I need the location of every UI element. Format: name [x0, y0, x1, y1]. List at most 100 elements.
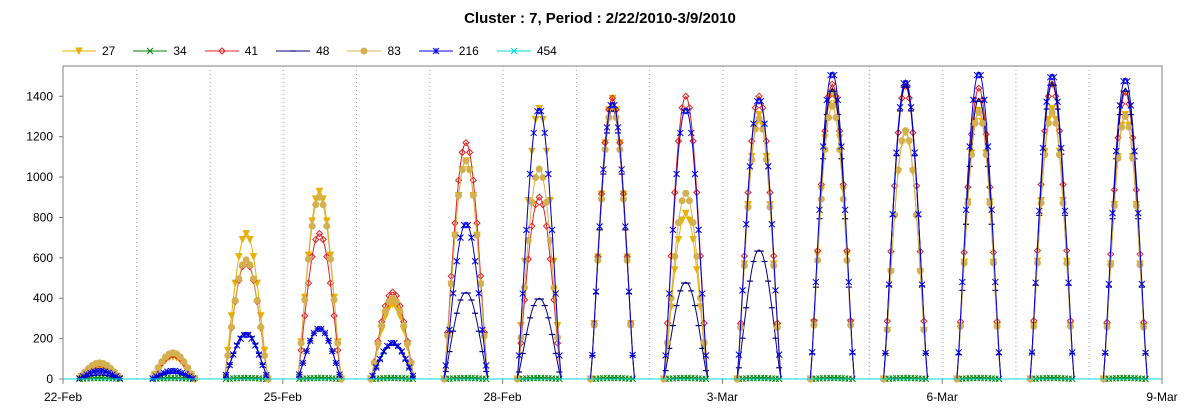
data-point [246, 261, 254, 269]
data-point [1048, 108, 1056, 116]
data-point [977, 71, 985, 79]
data-point [186, 373, 193, 380]
data-point [222, 371, 230, 379]
data-point [249, 275, 257, 283]
data-point [1142, 349, 1149, 357]
data-point [297, 339, 305, 347]
data-point [1109, 209, 1116, 217]
data-point [819, 143, 827, 150]
data-point [301, 296, 309, 304]
data-point [449, 289, 457, 297]
legend-item: 454 [496, 44, 557, 58]
data-point [1055, 151, 1063, 159]
data-point [1065, 279, 1072, 287]
y-tick-label: 200 [33, 332, 53, 346]
data-point [698, 290, 706, 297]
data-point [962, 206, 970, 214]
legend-label: 48 [316, 44, 330, 58]
y-tick-label: 800 [33, 210, 53, 224]
data-point [702, 352, 710, 359]
data-point [336, 371, 343, 378]
data-point [969, 96, 977, 104]
data-point [468, 234, 475, 241]
data-point [681, 209, 690, 218]
legend-swatch [347, 47, 382, 55]
data-point [689, 219, 697, 227]
data-point [315, 187, 324, 196]
data-point [528, 198, 536, 206]
data-point [905, 137, 913, 145]
data-point [766, 203, 774, 211]
data-point [312, 235, 320, 244]
data-point [775, 351, 783, 358]
data-point [700, 338, 708, 346]
data-point [1061, 207, 1069, 215]
data-point [380, 348, 387, 355]
data-point [834, 96, 842, 104]
data-point [453, 257, 461, 265]
series-line [63, 377, 1162, 380]
data-point [537, 107, 545, 115]
data-point [330, 312, 338, 320]
data-point [1063, 259, 1071, 267]
data-point [695, 226, 702, 234]
data-point [226, 361, 234, 369]
data-point [383, 342, 391, 350]
data-point [330, 296, 338, 304]
data-point [915, 210, 922, 218]
data-point [248, 335, 256, 342]
data-point [687, 129, 695, 137]
data-point [332, 359, 340, 367]
data-point [989, 259, 997, 267]
data-point [610, 101, 618, 109]
data-point [475, 289, 483, 297]
data-point [462, 157, 470, 165]
data-point [966, 143, 974, 150]
data-point [451, 219, 459, 227]
data-point [376, 355, 384, 363]
data-point [535, 193, 543, 201]
data-point [748, 156, 756, 164]
data-point [402, 355, 409, 363]
data-point [458, 148, 467, 157]
data-point [442, 362, 450, 369]
data-point [978, 119, 986, 127]
data-point [1107, 261, 1115, 269]
data-point [180, 358, 188, 366]
data-point [762, 156, 770, 164]
data-point [374, 340, 382, 348]
data-point [955, 348, 963, 356]
data-point [480, 332, 488, 340]
data-point [902, 127, 910, 135]
data-point [175, 368, 182, 376]
data-point [596, 223, 604, 230]
data-point [629, 351, 637, 359]
data-point [1112, 147, 1120, 155]
data-point [849, 348, 856, 356]
legend-marker [147, 47, 154, 55]
legend-label: 216 [458, 44, 479, 58]
legend-swatch [418, 47, 453, 55]
data-point [761, 120, 768, 128]
legend-label: 27 [102, 44, 116, 58]
data-point [378, 322, 386, 330]
x-tick-label: 28-Feb [484, 390, 522, 404]
data-point [772, 287, 779, 294]
data-point [964, 199, 972, 207]
legend-swatch [133, 47, 168, 55]
series-83 [63, 102, 1162, 383]
data-point [812, 278, 820, 286]
data-point [882, 349, 889, 357]
data-point [249, 253, 258, 261]
data-point [322, 217, 331, 226]
data-point [691, 170, 699, 178]
data-point [1127, 102, 1135, 109]
data-point [588, 351, 596, 359]
data-point [995, 348, 1003, 356]
data-point [462, 139, 470, 147]
data-point [392, 298, 400, 306]
data-point [896, 103, 904, 111]
data-point [176, 353, 184, 361]
data-point [889, 210, 897, 218]
data-point [982, 151, 990, 159]
